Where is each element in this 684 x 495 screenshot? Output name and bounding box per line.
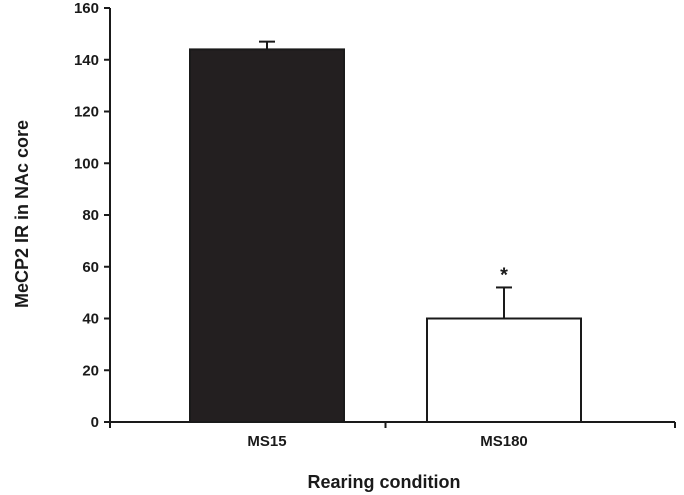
- x-tick-label: MS180: [480, 433, 528, 450]
- x-axis-title: Rearing condition: [308, 472, 461, 492]
- y-tick-label: 140: [74, 52, 99, 69]
- y-tick-label: 0: [91, 414, 99, 431]
- y-tick-label: 20: [82, 362, 99, 379]
- bar-ms15: [189, 48, 345, 424]
- y-tick-label: 160: [74, 0, 99, 17]
- y-axis-title: MeCP2 IR in NAc core: [12, 120, 32, 308]
- y-tick-label: 60: [82, 259, 99, 276]
- x-tick-label: MS15: [247, 433, 286, 450]
- y-tick-label: 80: [82, 207, 99, 224]
- significance-marker: *: [500, 264, 508, 286]
- y-tick-label: 100: [74, 155, 99, 172]
- y-tick-label: 120: [74, 104, 99, 121]
- bar-ms180: [426, 317, 582, 423]
- plot-area: 0 20 40 60 80 100 120 140 160 MS15 MS180 *: [74, 0, 676, 450]
- y-tick-label: 40: [82, 311, 99, 328]
